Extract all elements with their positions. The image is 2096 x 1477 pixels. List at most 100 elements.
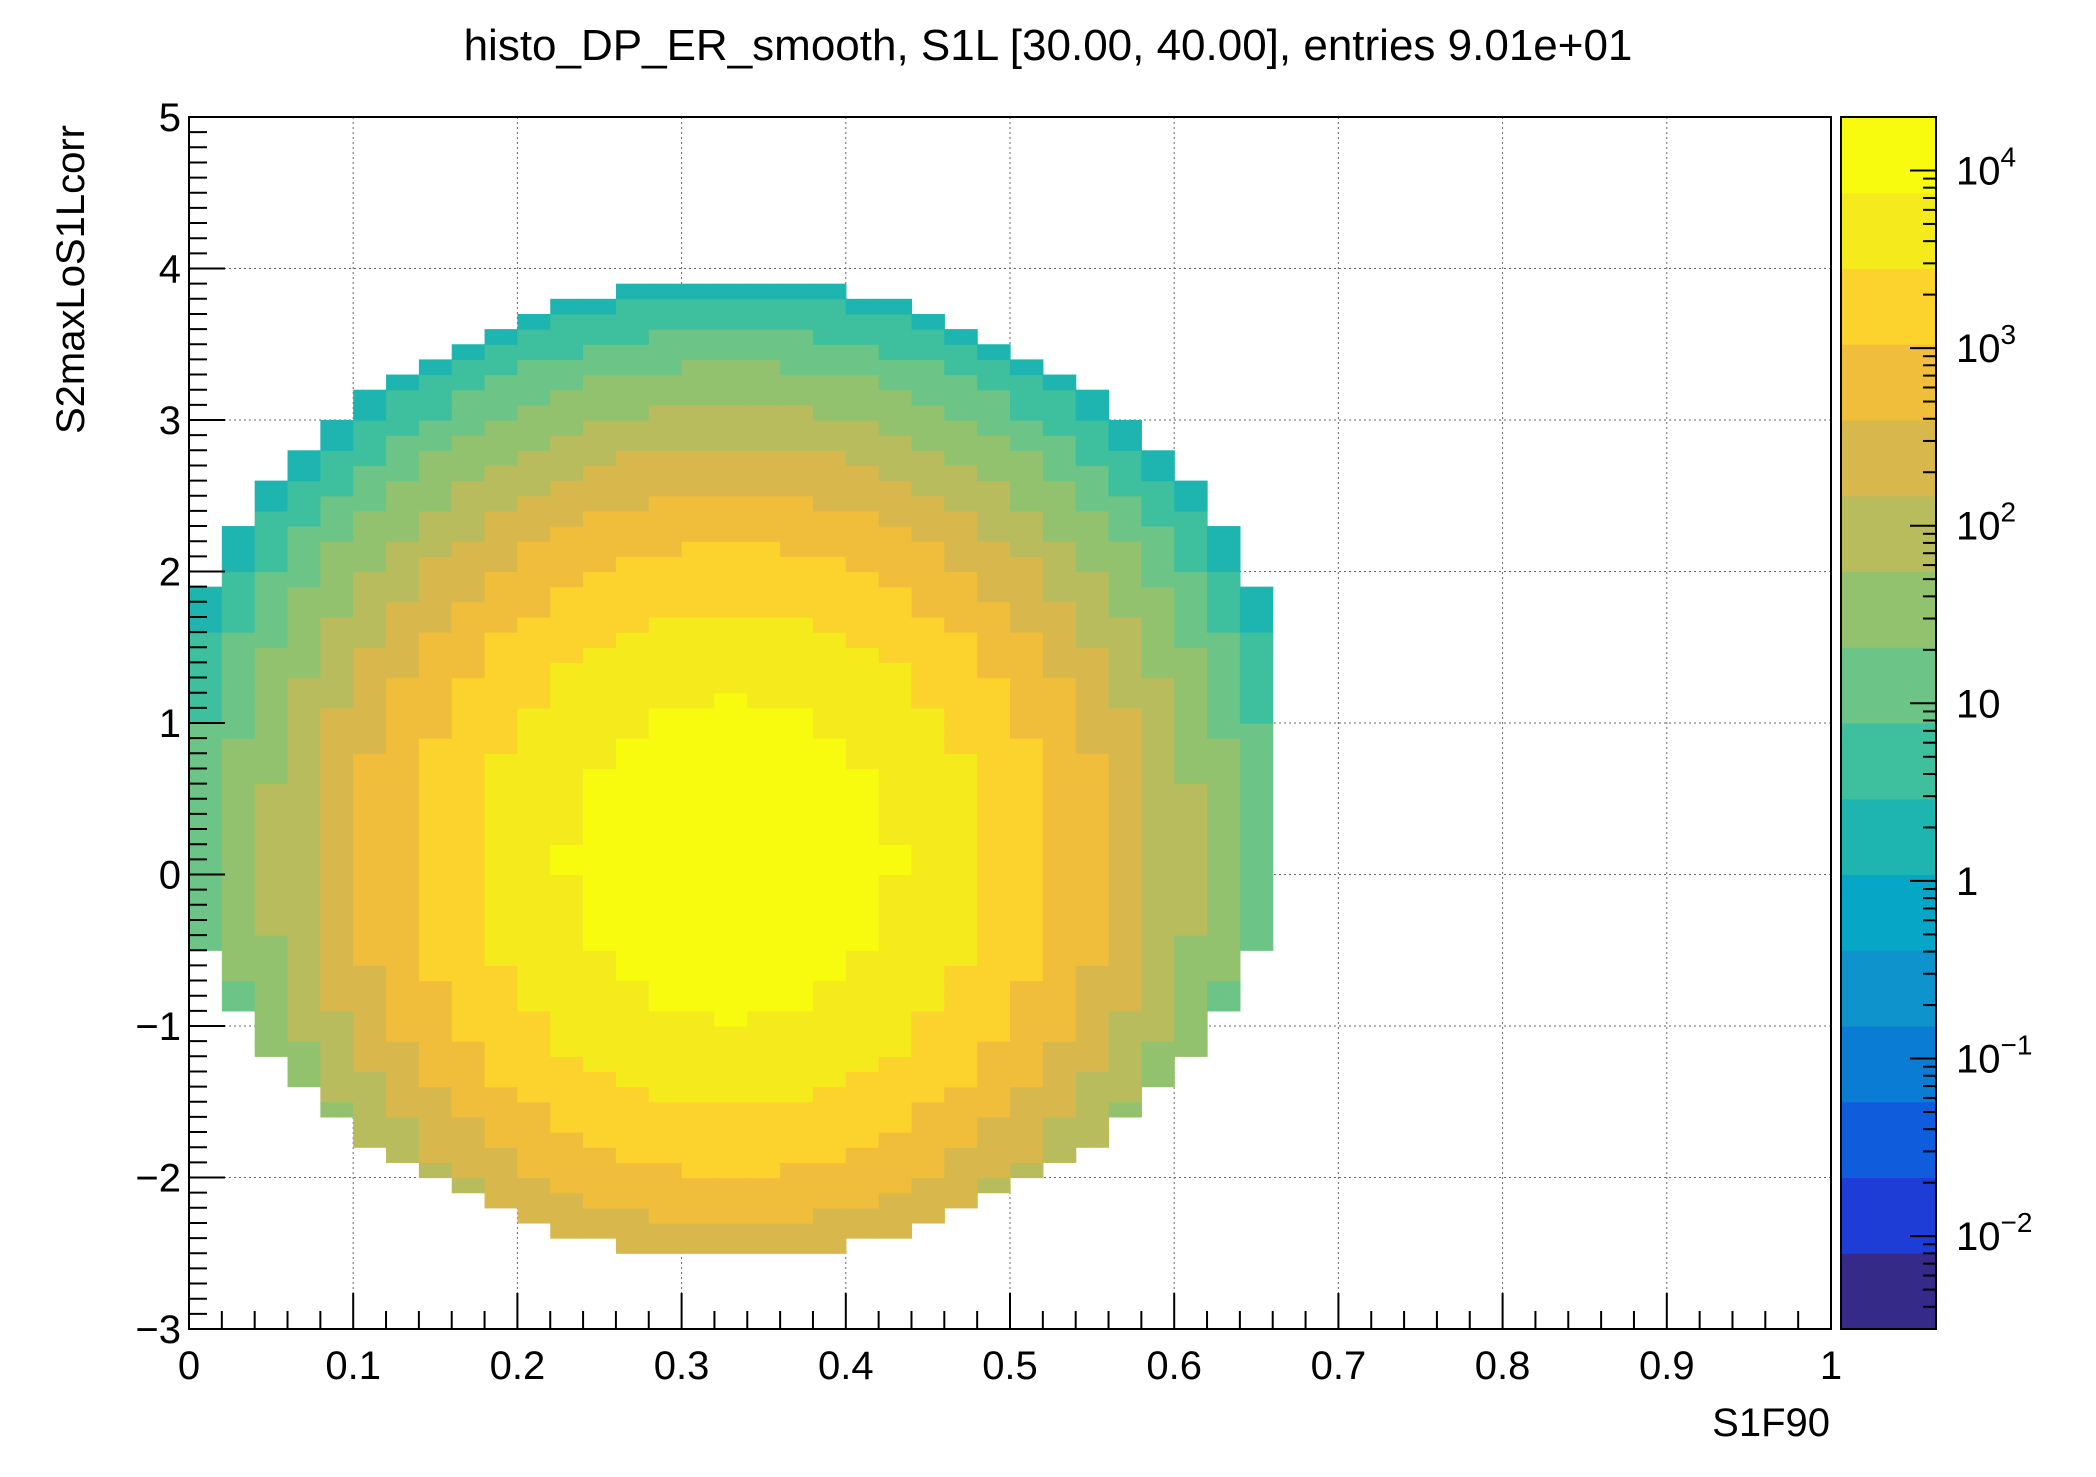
heatmap-cell [944, 465, 978, 482]
heatmap-cell [911, 1162, 945, 1179]
heatmap-cell [812, 662, 847, 679]
heatmap-cell [1075, 904, 1110, 921]
heatmap-cell [484, 1071, 518, 1088]
heatmap-cell [254, 980, 289, 997]
colorbar-tick-label: 103 [1956, 319, 2016, 371]
heatmap-cell [550, 344, 584, 360]
colorbar-segment [1841, 1177, 1936, 1254]
heatmap-cell [550, 1086, 584, 1103]
heatmap-cell [681, 904, 716, 921]
heatmap-cell [977, 904, 1011, 921]
heatmap-cell [1108, 480, 1142, 497]
heatmap-cell [189, 723, 223, 739]
heatmap-cell [1075, 495, 1110, 512]
heatmap-cell [812, 1177, 847, 1194]
heatmap-cell [320, 950, 354, 966]
heatmap-cell [977, 813, 1011, 830]
heatmap-cell [287, 465, 321, 482]
heatmap-cell [977, 420, 1011, 436]
heatmap-cell [1239, 616, 1274, 633]
heatmap-cell [583, 980, 617, 997]
heatmap-cell [1010, 798, 1044, 815]
heatmap-cell [681, 601, 716, 618]
heatmap-cell [583, 374, 617, 391]
heatmap-cell [1174, 753, 1208, 770]
heatmap-cell [780, 1207, 814, 1224]
heatmap-cell [1075, 768, 1110, 785]
heatmap-cell [550, 1071, 584, 1088]
heatmap-cell [878, 420, 913, 436]
heatmap-cell [878, 1192, 913, 1209]
heatmap-cell [1108, 526, 1142, 542]
heatmap-cell [287, 480, 321, 497]
heatmap-cell [648, 692, 683, 709]
heatmap-cell [681, 526, 716, 542]
heatmap-cell [1141, 647, 1175, 663]
heatmap-cell [977, 344, 1011, 360]
heatmap-cell [517, 435, 551, 451]
heatmap-cell [1042, 995, 1077, 1012]
heatmap-cell [1075, 889, 1110, 906]
heatmap-cell [583, 829, 617, 845]
heatmap-cell [615, 738, 650, 754]
heatmap-cell [911, 556, 945, 573]
heatmap-cell [977, 1041, 1011, 1057]
heatmap-cell [911, 1147, 945, 1163]
heatmap-cell [681, 1222, 716, 1239]
heatmap-cell [189, 662, 223, 679]
heatmap-cell [517, 723, 551, 739]
heatmap-cell [418, 586, 453, 603]
heatmap-cell [1141, 586, 1175, 603]
heatmap-cell [254, 995, 289, 1012]
heatmap-cell [714, 935, 748, 951]
heatmap-cell [780, 768, 814, 785]
heatmap-cell [320, 1026, 354, 1042]
heatmap-cell [747, 662, 781, 679]
heatmap-cell [944, 753, 978, 770]
heatmap-cell [1207, 889, 1241, 906]
heatmap-cell [812, 753, 847, 770]
colorbar-segment [1841, 420, 1936, 497]
heatmap-cell [845, 813, 880, 830]
heatmap-cell [1042, 526, 1077, 542]
heatmap-cell [615, 707, 650, 724]
heatmap-cell [780, 738, 814, 754]
heatmap-cell [386, 662, 420, 679]
heatmap-cell [583, 632, 617, 648]
heatmap-cell [714, 1132, 748, 1148]
heatmap-cell [812, 783, 847, 800]
heatmap-cell [747, 329, 781, 345]
heatmap-cell [681, 1101, 716, 1118]
heatmap-cell [648, 859, 683, 876]
heatmap-cell [484, 662, 518, 679]
heatmap-cell [780, 571, 814, 588]
heatmap-cell [812, 738, 847, 754]
heatmap-cell [977, 616, 1011, 633]
heatmap-cell [1174, 632, 1208, 648]
heatmap-cell [977, 480, 1011, 497]
heatmap-cell [1042, 495, 1077, 512]
heatmap-cell [1174, 783, 1208, 800]
heatmap-cell [550, 783, 584, 800]
heatmap-cell [1207, 783, 1241, 800]
heatmap-cell [386, 980, 420, 997]
heatmap-cell [1042, 1026, 1077, 1042]
heatmap-cell [747, 450, 781, 467]
heatmap-cell [550, 1132, 584, 1148]
heatmap-cell [977, 495, 1011, 512]
heatmap-cell [1108, 450, 1142, 467]
heatmap-cell [320, 1071, 354, 1088]
heatmap-cell [353, 616, 387, 633]
heatmap-cell [451, 404, 486, 421]
heatmap-cell [484, 995, 518, 1012]
heatmap-cell [386, 965, 420, 982]
heatmap-cell [845, 480, 880, 497]
heatmap-cell [681, 510, 716, 527]
heatmap-cell [320, 571, 354, 588]
heatmap-cell [550, 632, 584, 648]
heatmap-cell [747, 1056, 781, 1073]
heatmap-cell [977, 404, 1011, 421]
heatmap-cell [1075, 404, 1110, 421]
heatmap-cell [1174, 1041, 1208, 1057]
heatmap-cell [1010, 859, 1044, 876]
